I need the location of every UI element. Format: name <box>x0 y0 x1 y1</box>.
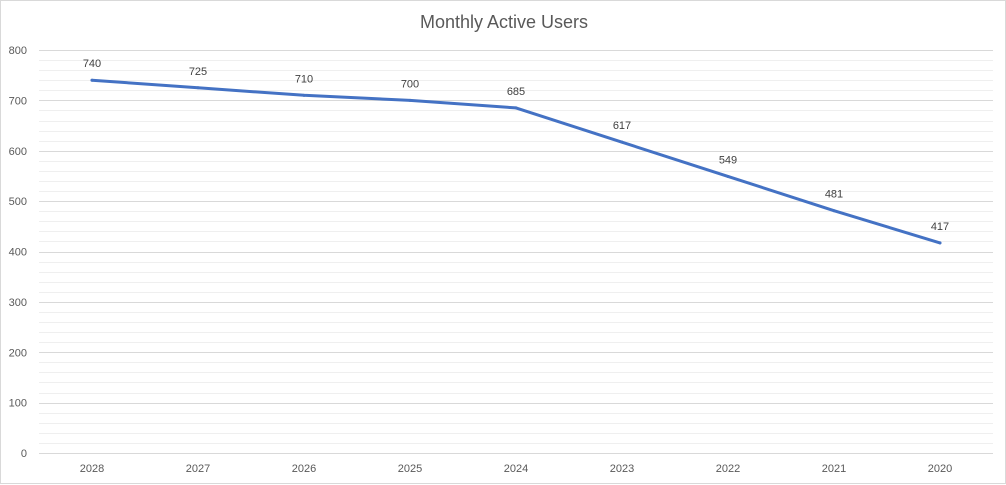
data-point <box>832 209 836 213</box>
data-point <box>302 93 306 97</box>
y-tick-label: 600 <box>9 146 27 158</box>
data-point <box>514 106 518 110</box>
x-tick-label: 2020 <box>928 463 952 475</box>
y-tick-label: 800 <box>9 45 27 57</box>
y-tick-label: 200 <box>9 347 27 359</box>
data-point <box>726 174 730 178</box>
series-layer <box>90 78 942 245</box>
data-labels: 740 725 710 700 685 617 549 481 417 <box>83 58 949 233</box>
y-tick-label: 500 <box>9 196 27 208</box>
x-tick-label: 2027 <box>186 463 210 475</box>
chart-title: Monthly Active Users <box>419 12 589 32</box>
x-tick-label: 2021 <box>822 463 846 475</box>
y-tick-label: 700 <box>9 95 27 107</box>
x-axis-tick-labels: 2028 2027 2026 2025 2024 2023 2022 2021 2020 <box>80 463 952 475</box>
y-tick-label: 300 <box>9 297 27 309</box>
data-label: 710 <box>295 73 313 85</box>
data-label: 725 <box>189 66 207 78</box>
major-gridlines <box>39 50 993 454</box>
data-label: 417 <box>931 221 949 233</box>
data-point <box>90 78 94 82</box>
data-label: 700 <box>401 78 419 90</box>
data-label: 481 <box>825 189 843 201</box>
minor-gridlines <box>39 60 993 444</box>
data-point <box>408 98 412 102</box>
y-axis-tick-labels: 0 100 200 300 400 500 600 700 800 <box>9 45 27 460</box>
x-tick-label: 2023 <box>610 463 634 475</box>
data-label: 685 <box>507 86 525 98</box>
x-tick-label: 2022 <box>716 463 740 475</box>
data-point <box>196 86 200 90</box>
x-tick-label: 2026 <box>292 463 316 475</box>
y-tick-label: 100 <box>9 398 27 410</box>
x-tick-label: 2028 <box>80 463 104 475</box>
data-label: 617 <box>613 120 631 132</box>
data-label: 740 <box>83 58 101 70</box>
data-point <box>938 241 942 245</box>
y-tick-label: 0 <box>21 448 27 460</box>
data-label: 549 <box>719 154 737 166</box>
x-tick-label: 2024 <box>504 463 528 475</box>
data-point <box>620 140 624 144</box>
x-tick-label: 2025 <box>398 463 422 475</box>
y-tick-label: 400 <box>9 247 27 259</box>
